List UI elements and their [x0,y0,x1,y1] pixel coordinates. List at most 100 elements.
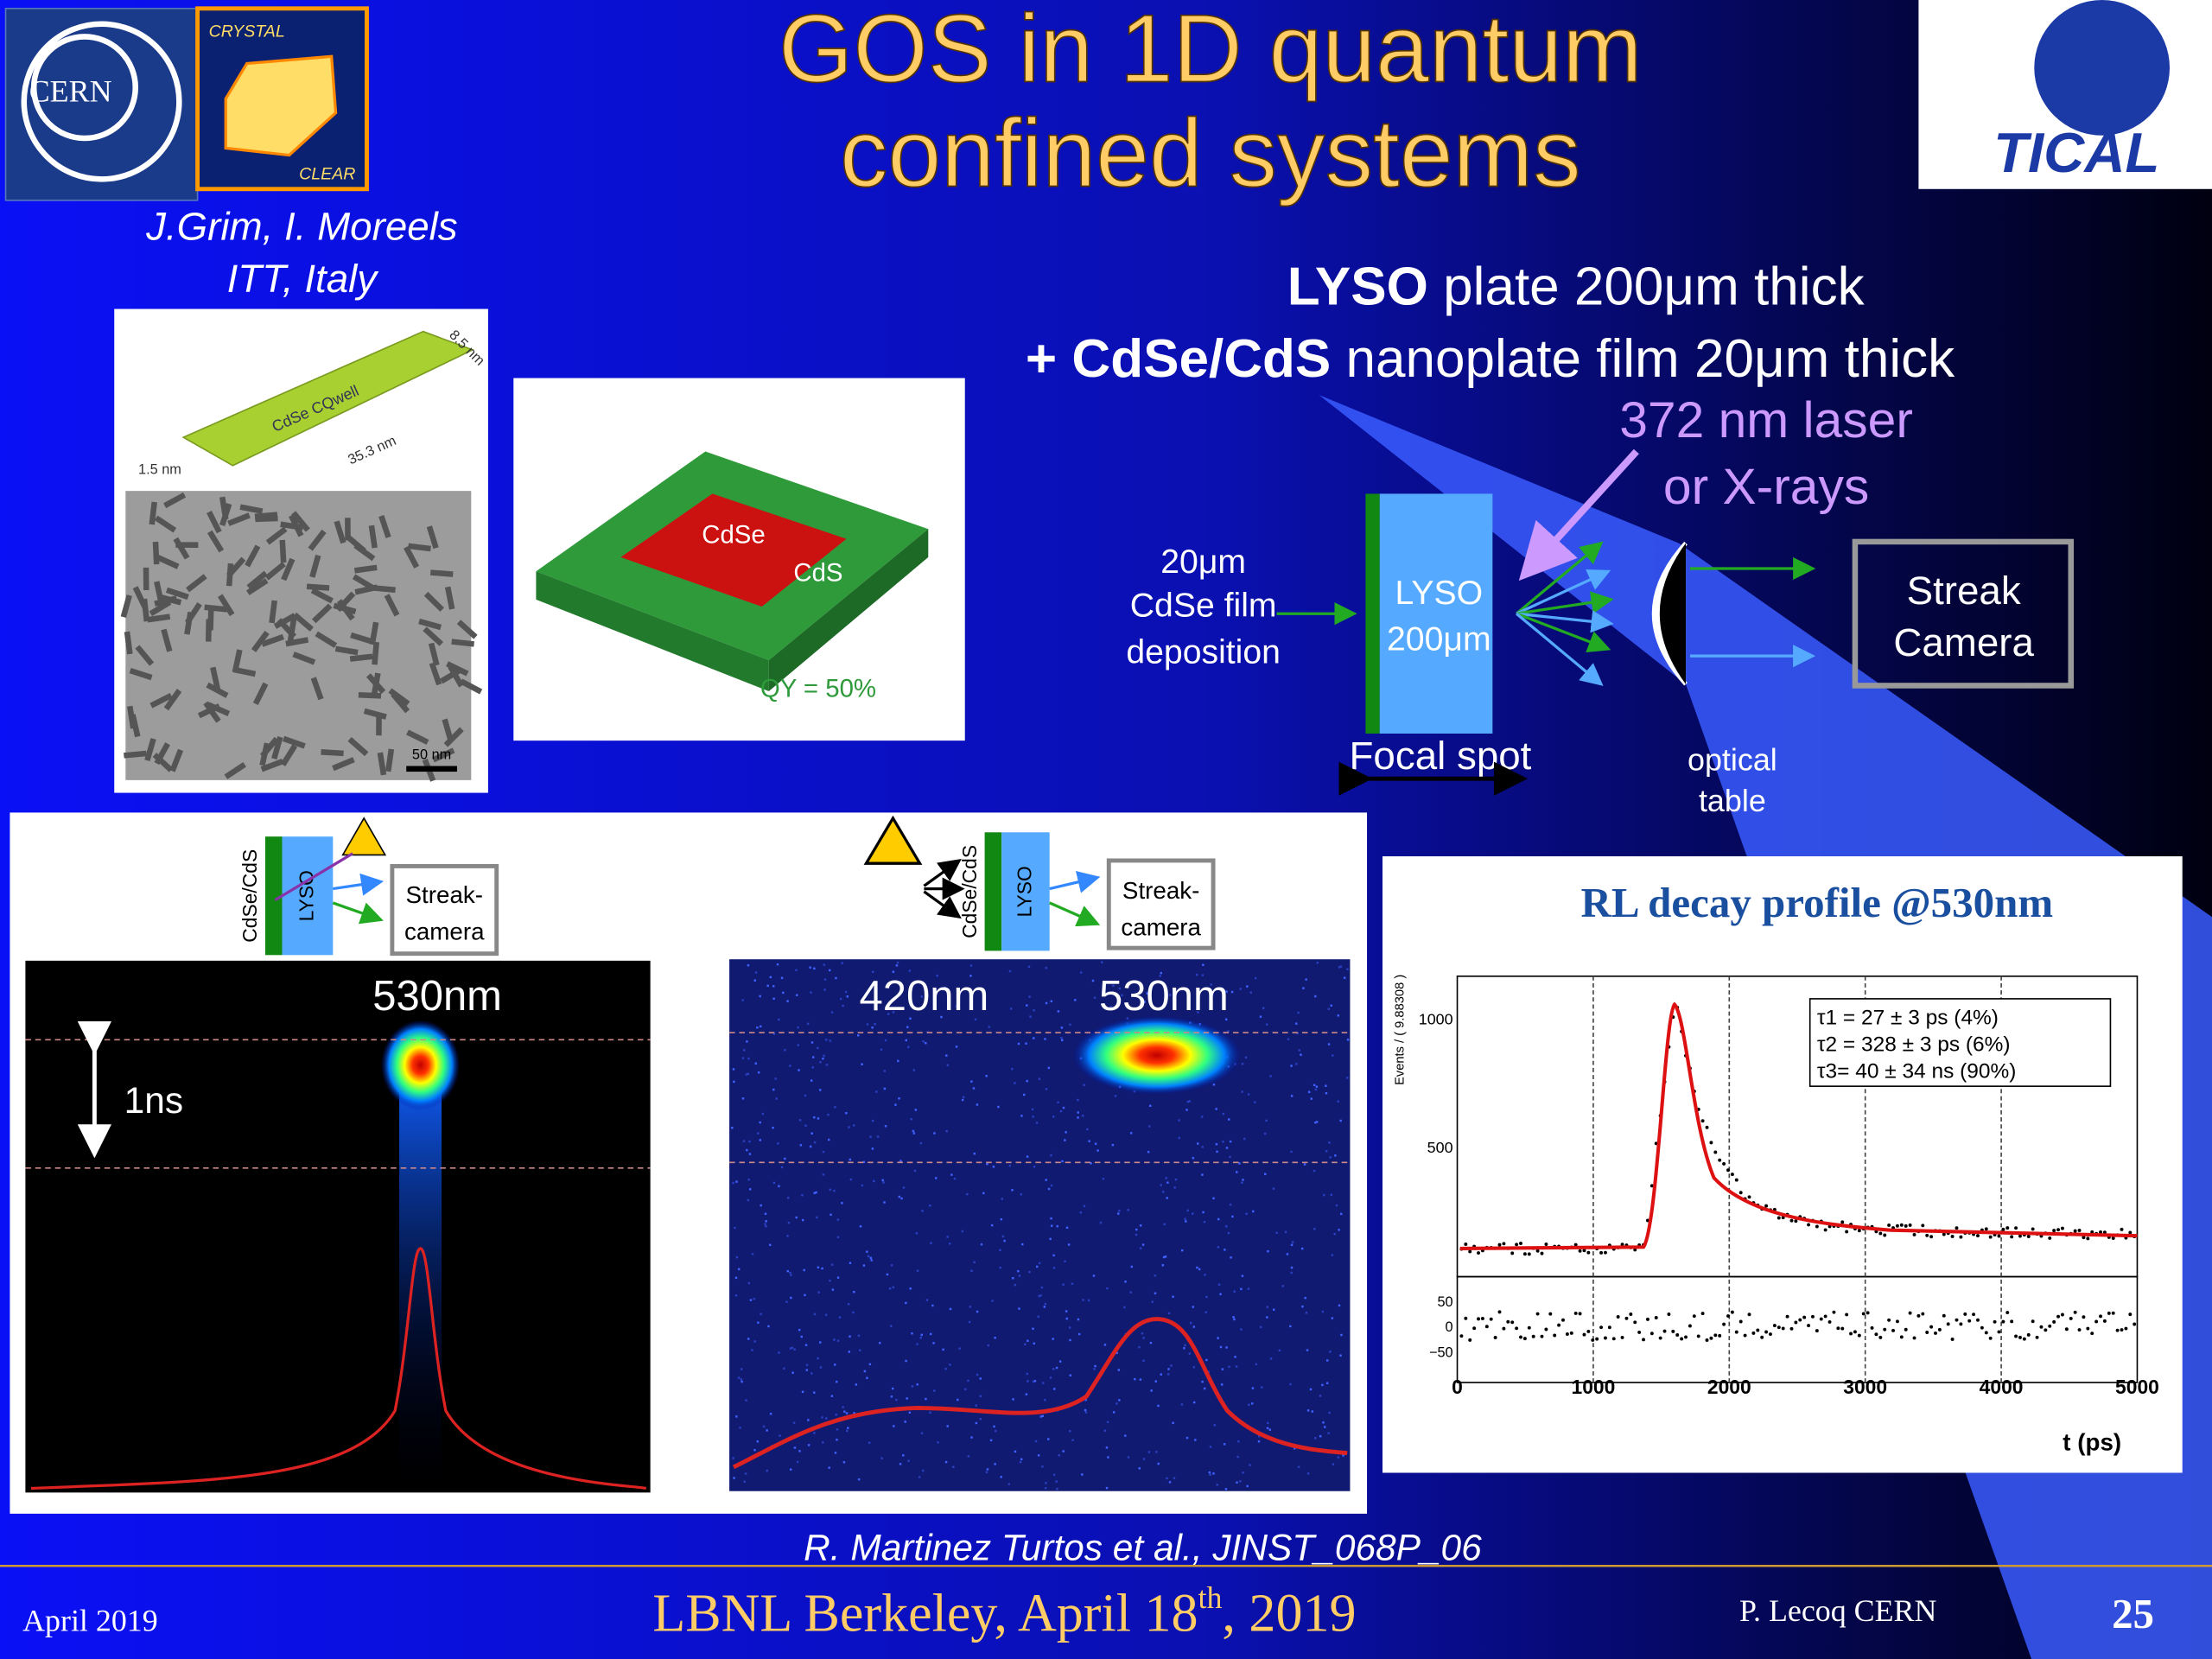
residual-point [1654,1315,1658,1319]
noise-dot [1255,1363,1258,1366]
residual-point [1883,1327,1887,1332]
noise-dot [796,994,798,996]
noise-dot [762,1425,766,1428]
residual-point [2069,1316,2073,1320]
camera-box [1852,538,2074,689]
noise-dot [772,997,775,1001]
rod [404,545,420,569]
noise-dot [1026,1079,1028,1083]
rod [353,543,376,562]
noise-dot [1197,1011,1199,1014]
noise-dot [1024,1343,1027,1346]
noise-dot [1269,1075,1272,1077]
noise-dot [801,1218,804,1222]
noise-dot [970,1080,973,1083]
data-point [1649,1184,1654,1188]
rod [252,682,269,705]
noise-dot [1201,1173,1204,1176]
residual-point [1785,1314,1789,1319]
data-point [1713,1150,1718,1154]
film-label: CdSe film [1130,587,1277,624]
noise-dot [1106,1421,1109,1423]
residual-point [1836,1326,1840,1331]
noise-dot [1251,1402,1254,1405]
rod [444,586,455,610]
residual-point [1908,1311,1912,1315]
residual-point [1633,1320,1637,1325]
noise-dot [766,1469,768,1472]
rod [207,607,214,631]
rod [251,631,270,652]
noise-dot [1061,1160,1064,1163]
noise-dot [1339,965,1343,968]
noise-dot [1135,1233,1138,1236]
data-point [1515,1243,1519,1247]
noise-dot [1166,1197,1168,1199]
noise-dot [1118,1399,1121,1402]
noise-dot [842,1004,844,1007]
noise-dot [922,1040,925,1043]
noise-dot [955,1046,958,1048]
noise-dot [1290,1243,1294,1246]
noise-dot [1272,1308,1275,1311]
noise-dot [819,1341,822,1344]
noise-dot [1264,1173,1267,1175]
noise-dot [946,1064,950,1066]
noise-dot [795,1216,798,1219]
noise-dot [907,1046,910,1048]
noise-dot [976,1103,979,1106]
noise-dot [1203,1220,1206,1224]
noise-dot [1259,1015,1262,1018]
residual-point [1696,1334,1700,1338]
noise-dot [1052,1267,1056,1269]
rod [149,501,157,525]
noise-dot [1254,976,1257,980]
noise-dot [1045,1179,1047,1181]
data-point [1895,1224,1899,1228]
noise-dot [909,1017,912,1020]
noise-dot [1346,968,1349,970]
data-point [1522,1252,1527,1256]
noise-dot [1103,1429,1107,1432]
noise-dot [796,1460,799,1464]
mini-label: LYSO [1013,866,1035,917]
data-point [1984,1227,1988,1231]
noise-dot [1313,1227,1316,1230]
noise-dot [1266,1427,1269,1430]
residual-point [1769,1332,1772,1337]
noise-dot [787,1221,791,1224]
noise-dot [1266,1316,1268,1319]
noise-dot [740,1378,743,1381]
data-point [1976,1234,1980,1238]
noise-dot [753,1297,755,1300]
residual-point [1730,1310,1734,1314]
noise-dot [813,1432,816,1434]
noise-dot [1065,1131,1067,1134]
noise-dot [1045,1482,1047,1484]
noise-dot [1201,1146,1204,1148]
noise-dot [884,1125,887,1128]
noise-dot [1118,1210,1121,1212]
rod [408,543,431,552]
noise-dot [1216,1484,1218,1486]
noise-dot [1040,1286,1044,1289]
noise-dot [1068,1430,1071,1433]
noise-dot [1310,1097,1313,1100]
noise-dot [1228,1365,1230,1368]
residual-point [1895,1319,1899,1324]
noise-dot [1330,1193,1333,1197]
noise-dot [1315,1121,1319,1123]
noise-dot [1281,1285,1284,1287]
noise-dot [1057,1010,1060,1013]
noise-dot [1216,1150,1218,1153]
noise-dot [1284,1230,1287,1234]
noise-dot [1311,1410,1314,1413]
noise-dot [1069,1023,1071,1027]
data-point [1950,1234,1955,1238]
rod [376,713,382,736]
noise-dot [1203,1387,1206,1390]
noise-dot [1071,1439,1074,1441]
noise-dot [1057,1101,1059,1103]
noise-dot [1239,988,1242,990]
noise-dot [1246,985,1249,988]
